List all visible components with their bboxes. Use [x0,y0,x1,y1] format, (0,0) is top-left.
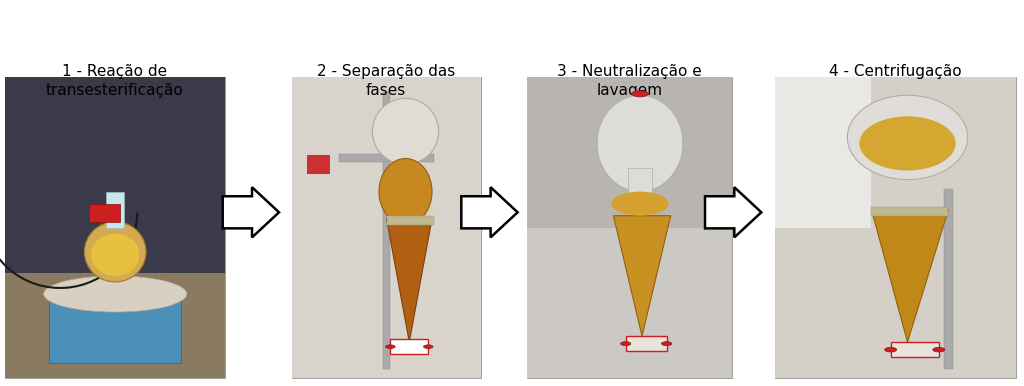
Text: 1 - Reação de
transesterificação: 1 - Reação de transesterificação [46,64,183,98]
Ellipse shape [611,191,669,216]
Text: 4 - Centrifugação: 4 - Centrifugação [828,64,962,79]
Polygon shape [223,187,279,237]
Ellipse shape [859,116,955,171]
Bar [390,339,428,354]
Bar [891,342,939,357]
Ellipse shape [91,234,139,276]
Bar [5,77,225,273]
Bar [944,189,953,369]
Circle shape [632,91,648,97]
Bar [89,204,120,222]
Bar [527,77,732,228]
Polygon shape [871,210,948,342]
Ellipse shape [597,95,683,191]
Circle shape [933,347,945,352]
Bar [5,273,225,378]
Bar [292,77,481,378]
Bar [106,191,124,228]
Bar [775,77,1016,378]
Text: 3 - Neutralização e
lavagem: 3 - Neutralização e lavagem [557,64,702,98]
Bar [775,77,871,228]
Bar [626,336,667,351]
Bar [628,168,652,198]
Bar [292,77,481,378]
Polygon shape [461,187,517,237]
Circle shape [885,347,897,352]
Ellipse shape [379,159,432,225]
Bar [49,288,181,363]
Bar [386,216,434,225]
Polygon shape [613,216,671,336]
Bar [383,92,390,369]
Bar [339,154,434,161]
Bar [527,77,732,378]
Circle shape [424,345,433,349]
Bar [5,77,225,378]
Bar [871,207,948,216]
Polygon shape [386,219,432,342]
Polygon shape [705,187,761,237]
Circle shape [662,342,672,345]
Bar [527,77,732,378]
Ellipse shape [44,276,186,312]
Bar [307,156,330,174]
Ellipse shape [84,222,146,282]
Circle shape [621,342,631,345]
Bar [775,77,1016,378]
Circle shape [386,345,395,349]
Ellipse shape [848,95,968,179]
Ellipse shape [373,98,438,164]
Text: 2 - Separação das
fases: 2 - Separação das fases [316,64,456,98]
